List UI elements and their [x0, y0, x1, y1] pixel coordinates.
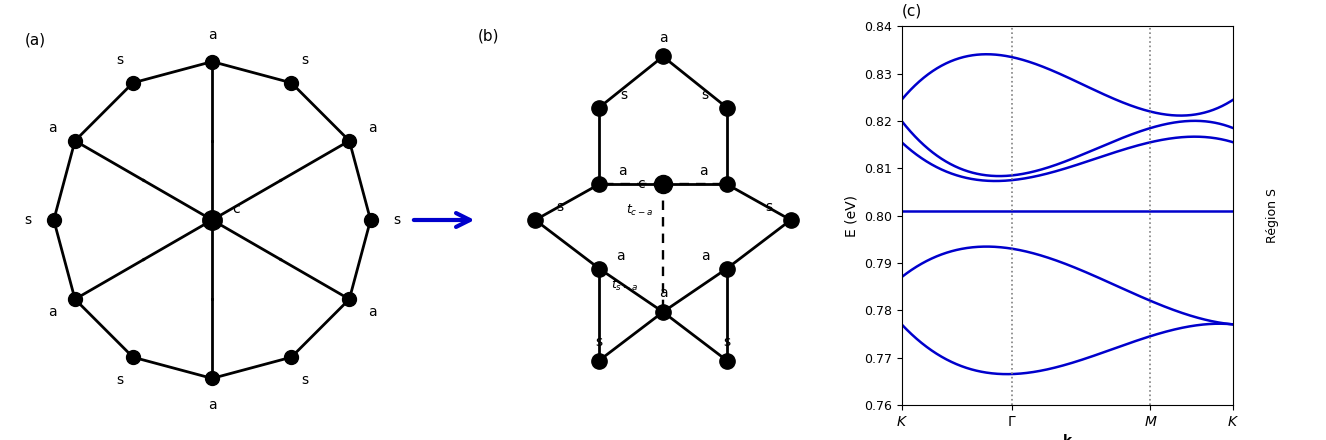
Text: Région S: Région S [1266, 188, 1278, 243]
Text: s: s [301, 373, 308, 387]
Text: a: a [659, 286, 667, 301]
Text: s: s [701, 88, 708, 102]
Text: s: s [595, 335, 603, 349]
Text: s: s [556, 200, 564, 214]
Text: a: a [699, 165, 707, 179]
Text: s: s [394, 213, 400, 227]
Text: s: s [301, 53, 308, 67]
Text: $t_{c-a}$: $t_{c-a}$ [626, 203, 654, 219]
Text: (c): (c) [902, 4, 922, 19]
Text: a: a [367, 305, 377, 319]
Text: a: a [619, 165, 627, 179]
Text: a: a [208, 28, 216, 42]
Text: c: c [638, 177, 644, 191]
Text: a: a [48, 121, 57, 135]
X-axis label: k: k [1063, 434, 1071, 440]
Text: s: s [117, 373, 123, 387]
Text: (b): (b) [477, 29, 500, 44]
Text: a: a [367, 121, 377, 135]
Text: a: a [208, 398, 216, 412]
Text: a: a [701, 249, 709, 263]
Text: a: a [659, 31, 667, 45]
Text: a: a [617, 249, 625, 263]
Text: (a): (a) [25, 33, 46, 48]
Text: a: a [48, 305, 57, 319]
Y-axis label: E (eV): E (eV) [845, 194, 858, 237]
Bar [1246, 102, 1298, 329]
Text: c: c [232, 202, 240, 216]
Text: $t_{s-a}$: $t_{s-a}$ [611, 278, 638, 293]
Text: s: s [117, 53, 123, 67]
Text: s: s [621, 88, 627, 102]
Text: s: s [24, 213, 30, 227]
Text: s: s [765, 200, 772, 214]
Text: s: s [723, 335, 731, 349]
